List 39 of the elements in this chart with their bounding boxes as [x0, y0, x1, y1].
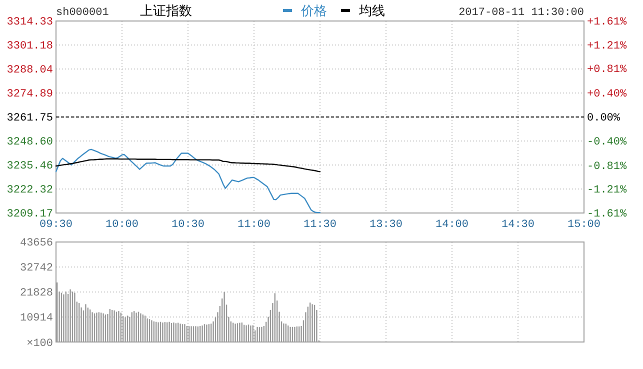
legend-label: 价格: [300, 4, 327, 19]
y2-tick-label: +1.21%: [587, 40, 628, 52]
y-tick-label: 10914: [20, 312, 54, 325]
x-tick-label: 11:30: [303, 218, 337, 231]
y-tick-label: 3314.33: [6, 16, 53, 29]
y2-tick-label: -1.61%: [587, 208, 628, 221]
y-tick-label: 3222.32: [6, 184, 53, 197]
y-tick-label: 3288.04: [6, 64, 54, 77]
y-tick-label: 3261.75: [6, 112, 53, 125]
y-axis-title: ×100: [26, 338, 53, 350]
x-tick-label: 11:00: [237, 218, 271, 231]
y-tick-label: 3235.46: [6, 160, 53, 173]
y-tick-label: 3209.17: [6, 208, 53, 221]
y2-tick-label: 0.00%: [587, 112, 620, 125]
y-tick-label: 3248.60: [6, 136, 53, 149]
y2-tick-label: -1.21%: [587, 184, 628, 197]
y-tick-label: 21828: [20, 288, 53, 300]
y2-tick-label: -0.81%: [587, 160, 628, 173]
text: sh000001: [56, 7, 110, 19]
y2-tick-label: +1.61%: [587, 16, 628, 29]
x-tick-label: 13:30: [369, 218, 403, 231]
chart-title: 上证指数: [140, 4, 192, 19]
text: 2017-08-11 11:30:00: [458, 7, 584, 19]
x-tick-label: 14:30: [501, 218, 535, 231]
y2-tick-label: +0.40%: [587, 88, 628, 101]
x-tick-label: 10:00: [105, 218, 139, 231]
x-tick-label: 14:00: [435, 218, 469, 231]
y-tick-label: 43656: [20, 238, 53, 250]
x-tick-label: 15:00: [567, 218, 601, 231]
y2-tick-label: -0.40%: [587, 136, 628, 148]
line-series: [55, 148, 321, 214]
line-series: [55, 158, 321, 172]
y-tick-label: 3274.89: [6, 88, 53, 101]
y2-tick-label: +0.81%: [587, 64, 628, 76]
legend-label: 均线: [358, 4, 385, 19]
y-tick-label: 3301.18: [6, 40, 53, 53]
x-tick-label: 09:30: [39, 218, 73, 231]
y-tick-label: 32742: [20, 262, 53, 275]
x-tick-label: 10:30: [171, 218, 205, 231]
